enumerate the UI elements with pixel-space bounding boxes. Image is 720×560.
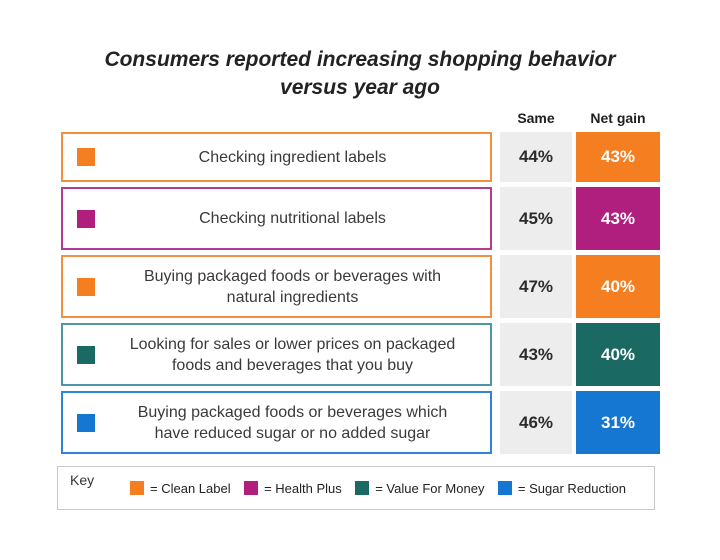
behavior-label-text: Looking for sales or lower prices on pac… [129,335,456,374]
net-gain-value-cell: 40% [576,323,660,386]
behavior-label-text: Checking nutritional labels [199,210,386,227]
net-gain-value-cell: 31% [576,391,660,454]
table-row: Looking for sales or lower prices on pac… [61,323,660,386]
behavior-box: Checking ingredient labels [61,132,492,182]
chart-title-line2: versus year ago [280,76,440,99]
same-value-cell: 44% [500,132,572,182]
same-value-cell: 43% [500,323,572,386]
behavior-label: Checking nutritional labels [95,208,490,229]
legend-swatch-icon [355,481,370,495]
chart-body: Same Net gain Checking ingredient labels… [61,110,660,454]
legend-swatch-icon [244,481,259,495]
net-gain-value-cell: 43% [576,187,660,250]
legend-item-label: = Value For Money [375,480,485,496]
segment-swatch-icon [77,345,95,364]
legend-item: = Value For Money [355,481,484,496]
legend-item: = Clean Label [130,481,231,496]
table-row: Buying packaged foods or beverages which… [61,391,660,454]
behavior-label-text: Buying packaged foods or beverages with … [143,267,442,306]
behavior-box: Looking for sales or lower prices on pac… [61,323,492,386]
behavior-label: Checking ingredient labels [95,147,490,168]
same-value-cell: 45% [500,187,572,250]
behavior-label-text: Checking ingredient labels [198,148,387,166]
legend-item-label: = Sugar Reduction [517,480,626,496]
net-gain-value-cell: 43% [576,132,660,182]
behavior-box: Checking nutritional labels [61,187,492,250]
segment-swatch-icon [77,209,95,228]
legend-item: = Sugar Reduction [497,480,626,496]
legend-item-label: = Clean Label [150,480,231,496]
behavior-label-text: Buying packaged foods or beverages which… [137,403,448,442]
behavior-label: Buying packaged foods or beverages which… [95,402,490,444]
legend-title: Key [70,472,95,488]
legend-swatch-icon [130,481,144,495]
column-header-same: Same [517,110,555,126]
net-gain-value-cell: 40% [576,255,660,318]
legend-item-label: = Health Plus [264,480,342,496]
segment-swatch-icon [77,277,95,296]
same-value-cell: 47% [500,255,572,318]
column-header-net-gain: Net gain [590,110,646,126]
legend-box: Key = Clean Label = Health Plus = Value … [57,466,655,510]
segment-swatch-icon [77,148,95,166]
column-headers: Same Net gain [61,110,660,126]
behavior-label: Buying packaged foods or beverages with … [95,266,490,308]
behavior-box: Buying packaged foods or beverages which… [61,391,492,454]
legend-swatch-icon [497,481,512,495]
legend-items: = Clean Label = Health Plus = Value For … [120,467,654,509]
table-row: Checking ingredient labels 44% 43% [61,132,660,182]
behavior-box: Buying packaged foods or beverages with … [61,255,492,318]
segment-swatch-icon [77,413,95,432]
chart-title: Consumers reported increasing shopping b… [80,46,640,102]
legend-item: = Health Plus [244,481,342,496]
table-row: Buying packaged foods or beverages with … [61,255,660,318]
table-row: Checking nutritional labels 45% 43% [61,187,660,250]
behavior-label: Looking for sales or lower prices on pac… [95,334,490,376]
chart-title-line1: Consumers reported increasing shopping b… [104,48,616,71]
same-value-cell: 46% [500,391,572,454]
